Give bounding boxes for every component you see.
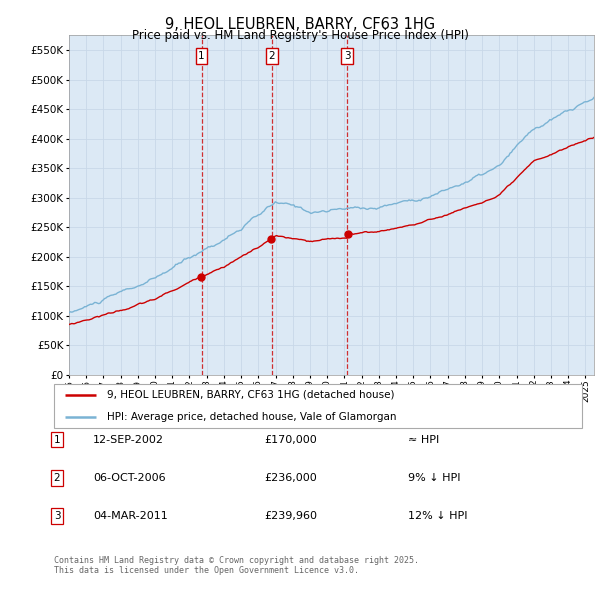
Text: 04-MAR-2011: 04-MAR-2011 [93,512,168,521]
Text: 1: 1 [198,51,205,61]
Text: 12% ↓ HPI: 12% ↓ HPI [408,512,467,521]
Text: 9, HEOL LEUBREN, BARRY, CF63 1HG (detached house): 9, HEOL LEUBREN, BARRY, CF63 1HG (detach… [107,389,394,399]
Text: 9% ↓ HPI: 9% ↓ HPI [408,473,461,483]
Text: £170,000: £170,000 [264,435,317,444]
Text: 1: 1 [53,435,61,444]
FancyBboxPatch shape [54,384,582,428]
Text: Price paid vs. HM Land Registry's House Price Index (HPI): Price paid vs. HM Land Registry's House … [131,30,469,42]
Text: £239,960: £239,960 [264,512,317,521]
Text: 2: 2 [268,51,275,61]
Text: HPI: Average price, detached house, Vale of Glamorgan: HPI: Average price, detached house, Vale… [107,412,397,422]
Text: 06-OCT-2006: 06-OCT-2006 [93,473,166,483]
Text: Contains HM Land Registry data © Crown copyright and database right 2025.
This d: Contains HM Land Registry data © Crown c… [54,556,419,575]
Text: £236,000: £236,000 [264,473,317,483]
Text: ≈ HPI: ≈ HPI [408,435,439,444]
Text: 9, HEOL LEUBREN, BARRY, CF63 1HG: 9, HEOL LEUBREN, BARRY, CF63 1HG [165,17,435,31]
Text: 3: 3 [53,512,61,521]
Text: 12-SEP-2002: 12-SEP-2002 [93,435,164,444]
Text: 2: 2 [53,473,61,483]
Text: 3: 3 [344,51,350,61]
